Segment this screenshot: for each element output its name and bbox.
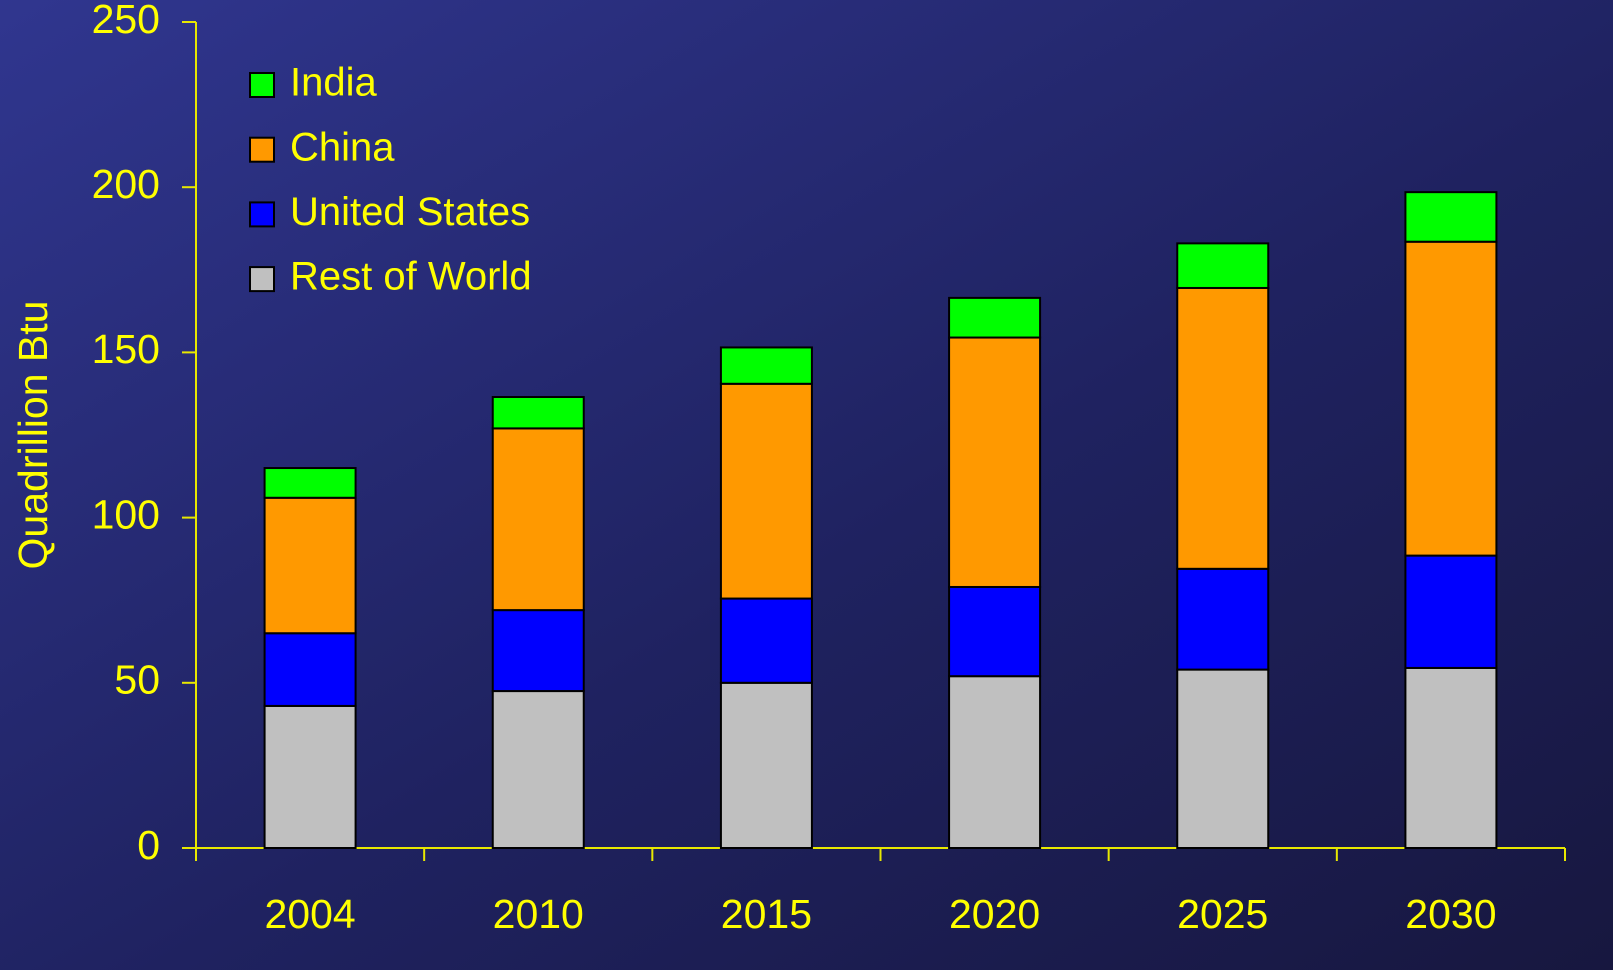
y-tick-label: 50 (114, 657, 160, 703)
bar-segment (263, 632, 357, 707)
bar-segment (263, 704, 357, 849)
bar-segment (948, 585, 1042, 678)
legend-swatch (249, 136, 275, 163)
y-tick-label: 0 (137, 822, 160, 868)
bar-segment (719, 681, 813, 849)
bar-segment (719, 382, 813, 600)
legend-swatch (249, 72, 275, 98)
legend-label: China (290, 125, 395, 169)
bar-segment (491, 609, 585, 693)
legend-label: Rest of World (290, 255, 532, 299)
y-tick-label: 150 (92, 326, 160, 372)
bar-segment (491, 396, 585, 430)
legend-label: India (290, 61, 377, 105)
x-tick-label: 2010 (493, 891, 584, 937)
bar-segment (491, 427, 585, 612)
bar-segment (1404, 666, 1498, 849)
x-tick-label: 2004 (264, 891, 355, 937)
y-axis-label: Quadrillion Btu (10, 301, 56, 570)
x-tick-label: 2020 (949, 891, 1040, 937)
bar-segment (263, 496, 357, 635)
bar-segment (1176, 242, 1270, 289)
bar-segment (1404, 240, 1498, 557)
x-tick-label: 2030 (1405, 891, 1496, 937)
x-tick-label: 2015 (721, 891, 812, 937)
bar-segment (1176, 567, 1270, 671)
bar-segment (1176, 668, 1270, 849)
bar-segment (948, 675, 1042, 850)
bar-segment (1404, 554, 1498, 669)
legend-label: United States (290, 190, 530, 234)
legend-swatch (249, 201, 275, 228)
bar-segment (719, 346, 813, 385)
bar-segment (719, 597, 813, 684)
bar-segment (1404, 191, 1498, 243)
y-tick-label: 200 (92, 161, 160, 207)
bar-segment (491, 690, 585, 849)
bar-segment (948, 296, 1042, 339)
bar-segment (1176, 286, 1270, 570)
bar-segment (263, 467, 357, 499)
x-tick-label: 2025 (1177, 891, 1268, 937)
y-tick-label: 100 (92, 491, 160, 537)
bar-segment (948, 336, 1042, 588)
y-tick-label: 250 (92, 0, 160, 42)
legend-swatch (249, 266, 275, 293)
